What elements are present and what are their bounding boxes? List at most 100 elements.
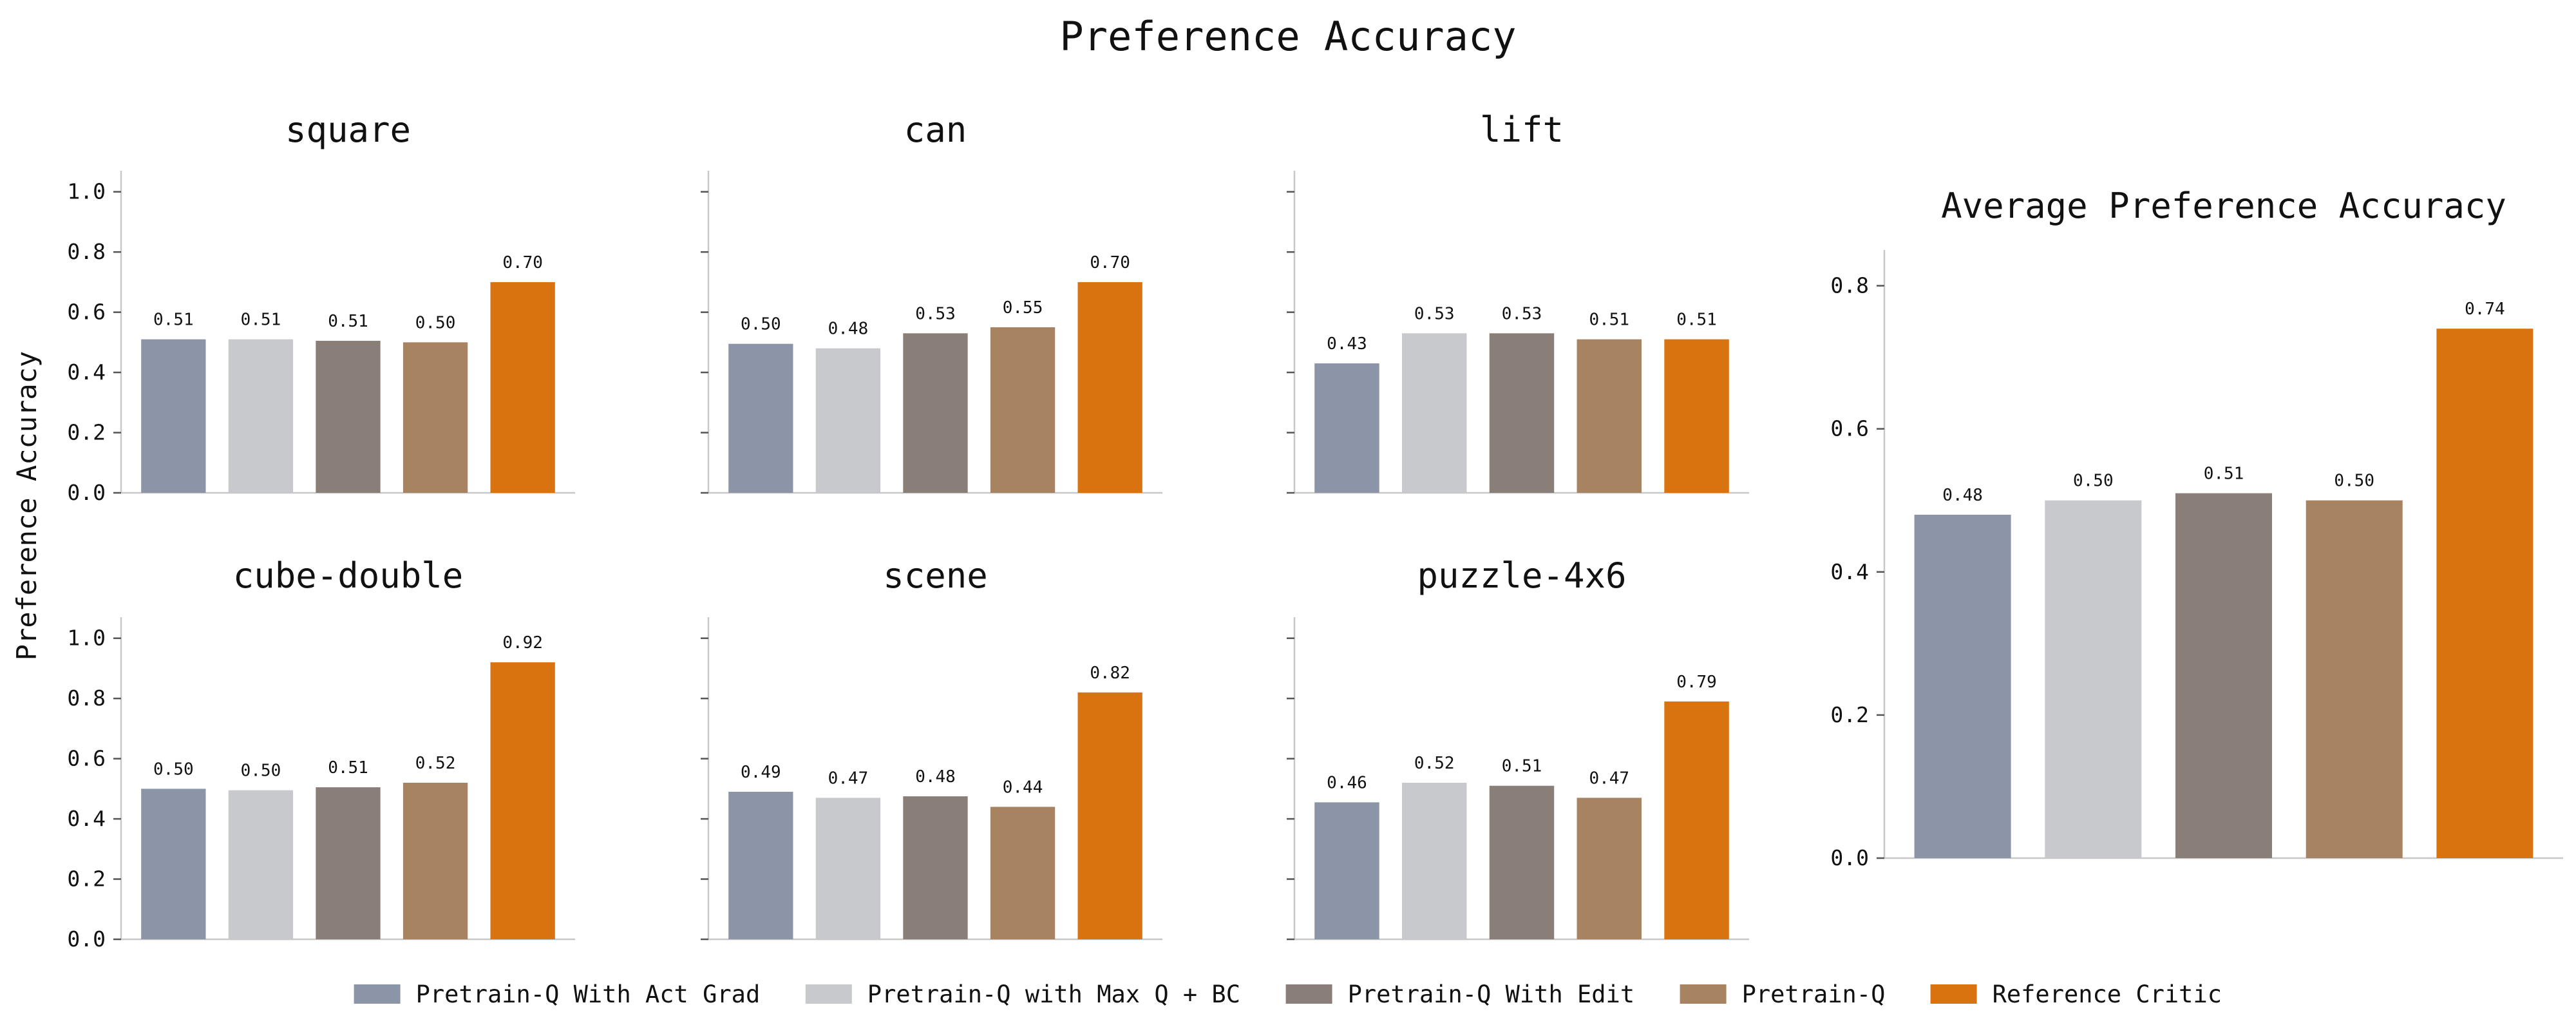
- bar-average-preference-accuracy-pretrain-q-with-act-grad: [1914, 514, 2011, 858]
- bar-scene-pretrain-q-with-act-grad: [728, 792, 793, 939]
- legend-swatch-reference-critic: [1930, 984, 1977, 1004]
- value-label-scene: 0.82: [1090, 664, 1130, 683]
- value-label-can: 0.55: [1003, 298, 1043, 318]
- ytick-label-average-preference-accuracy: 0.8: [1830, 273, 1869, 298]
- panel-title-can: can: [904, 110, 967, 150]
- bar-puzzle-4x6-pretrain-q: [1577, 798, 1642, 939]
- bar-scene-pretrain-q: [990, 807, 1056, 939]
- value-label-puzzle-4x6: 0.52: [1414, 754, 1455, 773]
- value-label-cube-double: 0.52: [415, 754, 456, 773]
- ytick-label-cube-double: 1.0: [67, 626, 106, 651]
- bar-scene-pretrain-q-with-max-q-bc: [815, 798, 881, 939]
- legend-label-pretrain-q: Pretrain-Q: [1742, 981, 1886, 1008]
- bar-can-reference-critic: [1077, 282, 1142, 493]
- ytick-label-cube-double: 0.2: [67, 866, 106, 892]
- ytick-label-square: 0.4: [67, 359, 106, 385]
- value-label-scene: 0.48: [915, 767, 956, 787]
- bar-average-preference-accuracy-pretrain-q-with-max-q-bc: [2045, 500, 2142, 858]
- bar-scene-reference-critic: [1077, 692, 1142, 939]
- value-label-cube-double: 0.50: [241, 761, 281, 781]
- value-label-lift: 0.51: [1676, 311, 1717, 330]
- ytick-label-square: 0.0: [67, 480, 106, 505]
- value-label-scene: 0.44: [1003, 778, 1043, 797]
- legend-label-pretrain-q-with-edit: Pretrain-Q With Edit: [1348, 981, 1635, 1008]
- panel-scene: scene 0.49 0.47 0.48 0.44 0.82: [701, 555, 1162, 941]
- ytick-label-average-preference-accuracy: 0.4: [1830, 559, 1869, 584]
- bar-square-reference-critic: [490, 282, 555, 493]
- ytick-label-average-preference-accuracy: 0.0: [1830, 845, 1869, 870]
- value-label-puzzle-4x6: 0.51: [1502, 757, 1542, 776]
- value-label-cube-double: 0.51: [328, 758, 368, 778]
- value-label-scene: 0.49: [741, 763, 781, 782]
- value-label-lift: 0.43: [1327, 334, 1367, 354]
- bar-lift-pretrain-q-with-max-q-bc: [1401, 333, 1467, 493]
- value-label-square: 0.51: [153, 311, 194, 330]
- ytick-label-square: 1.0: [67, 179, 106, 204]
- bar-square-pretrain-q-with-act-grad: [141, 339, 206, 493]
- value-label-puzzle-4x6: 0.79: [1676, 673, 1717, 692]
- panel-lift: lift 0.43 0.53 0.53 0.51 0.51: [1287, 110, 1749, 494]
- ytick-label-cube-double: 0.6: [67, 746, 106, 771]
- bar-square-pretrain-q-with-edit: [316, 341, 381, 493]
- legend-swatch-pretrain-q-with-max-q-bc: [805, 984, 852, 1004]
- value-label-square: 0.51: [241, 311, 281, 330]
- bar-average-preference-accuracy-pretrain-q: [2306, 500, 2403, 858]
- value-label-puzzle-4x6: 0.47: [1589, 769, 1629, 788]
- bar-cube-double-pretrain-q-with-edit: [316, 787, 381, 939]
- value-label-can: 0.70: [1090, 253, 1130, 273]
- bar-square-pretrain-q: [402, 342, 468, 493]
- bar-average-preference-accuracy-reference-critic: [2436, 329, 2533, 859]
- panel-cube-double: cube-double 0.0 0.2 0.4 0.6 0.8 1.0 0.50 0.50 0.5…: [67, 555, 575, 952]
- bar-can-pretrain-q-with-max-q-bc: [815, 348, 881, 493]
- bar-square-pretrain-q-with-max-q-bc: [228, 339, 294, 493]
- panel-title-cube-double: cube-double: [233, 555, 464, 596]
- value-label-square: 0.70: [502, 253, 543, 273]
- panel-title-lift: lift: [1480, 110, 1564, 150]
- legend-swatch-pretrain-q-with-edit: [1285, 984, 1332, 1004]
- ytick-label-cube-double: 0.4: [67, 806, 106, 831]
- ytick-label-cube-double: 0.8: [67, 685, 106, 711]
- bar-cube-double-pretrain-q-with-max-q-bc: [228, 790, 294, 939]
- ytick-label-average-preference-accuracy: 0.2: [1830, 702, 1869, 727]
- value-label-average-preference-accuracy: 0.48: [1942, 486, 1983, 505]
- figure-ylabel: Preference Accuracy: [11, 351, 43, 660]
- panel-title-scene: scene: [883, 555, 988, 596]
- value-label-square: 0.51: [328, 312, 368, 331]
- ytick-label-square: 0.2: [67, 420, 106, 445]
- legend: Pretrain-Q With Act Grad Pretrain-Q with …: [354, 981, 2222, 1008]
- bar-puzzle-4x6-reference-critic: [1664, 701, 1729, 939]
- legend-swatch-pretrain-q-with-act-grad: [354, 984, 401, 1004]
- value-label-lift: 0.51: [1589, 311, 1629, 330]
- bar-cube-double-pretrain-q-with-act-grad: [141, 789, 206, 939]
- panel-square: square 0.0 0.2 0.4 0.6 0.8 1.0 0.51 0.51 0.51 0.50…: [67, 110, 575, 505]
- value-label-average-preference-accuracy: 0.50: [2073, 472, 2114, 491]
- legend-label-reference-critic: Reference Critic: [1993, 981, 2222, 1008]
- ytick-label-average-preference-accuracy: 0.6: [1830, 416, 1869, 441]
- bar-can-pretrain-q: [990, 327, 1056, 493]
- legend-label-pretrain-q-with-act-grad: Pretrain-Q With Act Grad: [416, 981, 761, 1008]
- figure-title: Preference Accuracy: [1059, 13, 1516, 60]
- value-label-can: 0.53: [915, 304, 956, 323]
- bar-cube-double-pretrain-q: [402, 783, 468, 939]
- legend-label-pretrain-q-with-max-q-bc: Pretrain-Q with Max Q + BC: [867, 981, 1240, 1008]
- bar-lift-pretrain-q-with-act-grad: [1314, 363, 1379, 493]
- bar-scene-pretrain-q-with-edit: [903, 796, 968, 939]
- value-label-average-preference-accuracy: 0.74: [2465, 300, 2505, 319]
- value-label-cube-double: 0.50: [153, 760, 194, 779]
- value-label-scene: 0.47: [828, 769, 869, 788]
- value-label-can: 0.50: [741, 315, 781, 334]
- panel-title-average-preference-accuracy: Average Preference Accuracy: [1941, 186, 2506, 226]
- bar-puzzle-4x6-pretrain-q-with-act-grad: [1314, 802, 1379, 939]
- ytick-label-square: 0.6: [67, 300, 106, 325]
- bar-puzzle-4x6-pretrain-q-with-max-q-bc: [1401, 783, 1467, 939]
- ytick-label-cube-double: 0.0: [67, 926, 106, 952]
- bar-lift-reference-critic: [1664, 339, 1729, 493]
- panels: square 0.0 0.2 0.4 0.6 0.8 1.0 0.51 0.51 0.51 0.50…: [67, 110, 2563, 952]
- panel-can: can 0.50 0.48 0.53 0.55 0.70: [701, 110, 1162, 494]
- bar-cube-double-reference-critic: [490, 662, 555, 939]
- value-label-cube-double: 0.92: [502, 633, 543, 653]
- value-label-average-preference-accuracy: 0.50: [2334, 472, 2374, 491]
- value-label-puzzle-4x6: 0.46: [1327, 773, 1367, 792]
